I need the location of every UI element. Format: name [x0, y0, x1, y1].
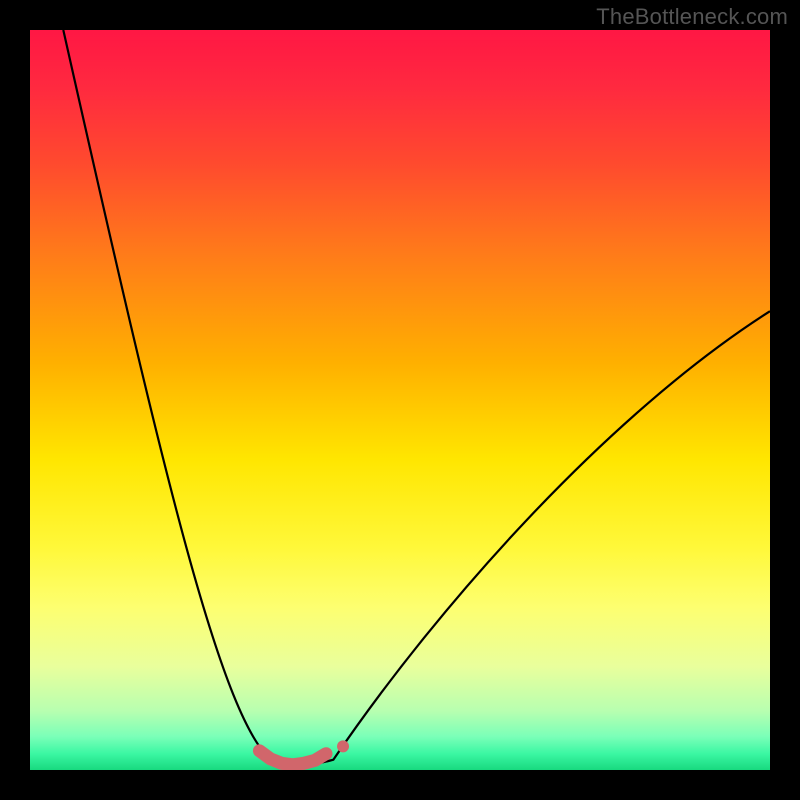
highlight-end-marker [337, 740, 349, 752]
chart-plot-area [30, 30, 770, 770]
watermark-text: TheBottleneck.com [596, 4, 788, 30]
chart-background [30, 30, 770, 770]
chart-svg [30, 30, 770, 770]
